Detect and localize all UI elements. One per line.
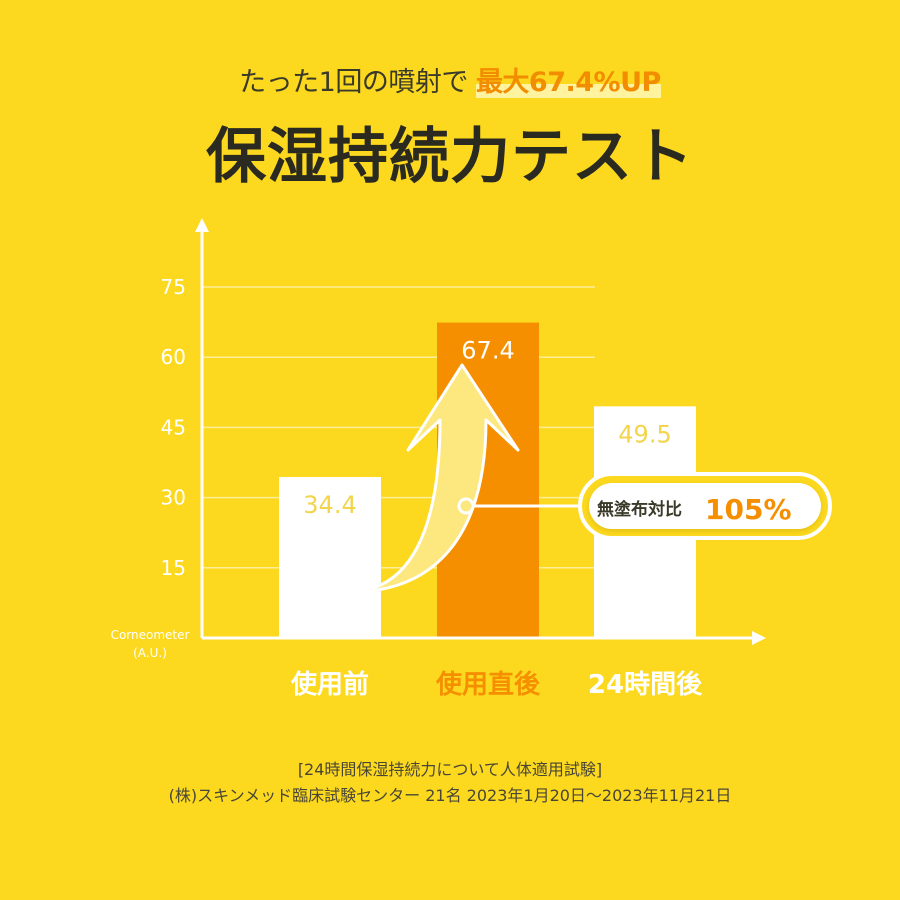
category-label: 使用前 [290,669,369,700]
connector-dot-icon [457,497,475,515]
y-tick-label: 75 [161,275,186,299]
footnote-line-1: [24時間保湿持続力について人体適用試験] [297,760,603,779]
category-labels: 使用前 使用直後 24時間後 [290,669,703,700]
y-tick-labels: 15 30 45 60 75 [161,275,186,580]
y-axis-label: Corneometer (A.U.) [111,628,190,660]
category-label: 使用直後 [435,669,541,700]
x-axis-arrow-icon [752,631,766,645]
subtitle-prefix: たった1回の噴射で [239,67,468,98]
y-tick-label: 60 [161,345,186,369]
y-axis-label-line: (A.U.) [133,646,167,660]
y-axis-arrow-icon [195,218,209,232]
subtitle-highlight: 最大67.4%UP [475,67,661,98]
footnote: [24時間保湿持続力について人体適用試験] (株)スキンメッド臨床試験センター … [0,757,900,809]
y-tick-label: 15 [161,556,186,580]
footnote-line-2: (株)スキンメッド臨床試験センター 21名 2023年1月20日〜2023年11… [168,786,732,805]
y-tick-label: 45 [161,415,186,439]
chart-title: 保湿持続力テスト [206,122,694,192]
bar-1 [279,477,381,638]
callout-label: 無塗布対比 [597,499,682,520]
value-labels: 34.4 67.4 49.5 [303,337,671,519]
y-axis-label-line: Corneometer [111,628,190,642]
up-arrow-icon [348,363,520,594]
value-label: 34.4 [303,491,356,519]
y-tick-label: 30 [161,486,186,510]
callout-value: 105% [705,493,792,526]
category-label: 24時間後 [588,669,703,700]
value-label: 49.5 [618,420,671,448]
axes [195,218,766,645]
value-label: 67.4 [461,337,514,365]
comparison-callout: 無塗布対比 105% [457,472,832,540]
chart-subtitle: たった1回の噴射で 最大67.4%UP [0,60,900,99]
